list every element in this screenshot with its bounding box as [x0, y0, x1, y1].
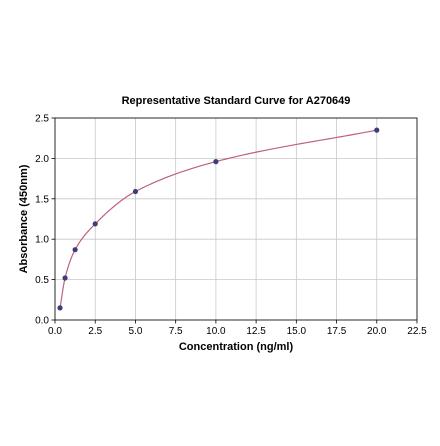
data-point: [132, 188, 139, 195]
data-point: [92, 221, 98, 227]
y-tick-label: 1.5: [35, 194, 49, 205]
x-tick-label: 0.0: [48, 326, 62, 337]
x-tick-label: 22.5: [407, 326, 427, 337]
fit-curve-layer: [59, 129, 377, 308]
y-tick-label: 1.0: [35, 235, 49, 246]
chart-title: Representative Standard Curve for A27064…: [122, 95, 351, 107]
x-tick-label: 20.0: [367, 326, 387, 337]
x-tick-label: 10.0: [206, 326, 226, 337]
fit-curve-line: [59, 129, 377, 308]
data-point: [62, 275, 68, 281]
y-tick-label: 0.5: [35, 275, 49, 286]
x-tick-label: 2.5: [88, 326, 102, 337]
data-point: [374, 127, 380, 133]
grid-lines: [54, 117, 418, 321]
y-axis-title: Absorbance (450nm): [18, 164, 30, 273]
y-tick-label: 0.0: [35, 316, 49, 327]
data-point: [72, 247, 78, 253]
x-axis-ticks: 0.0 2.5 5.0 7.5 10.0 12.5 15.0 17.5 20.0 22.5: [48, 320, 427, 337]
data-point: [57, 305, 63, 311]
x-tick-label: 17.5: [327, 326, 347, 337]
data-point: [213, 159, 219, 165]
x-tick-label: 15.0: [287, 326, 307, 337]
x-tick-label: 7.5: [169, 326, 183, 337]
y-axis-ticks: 0.0 0.5 1.0 1.5 2.0 2.5: [35, 114, 55, 327]
data-points: [57, 127, 380, 311]
y-tick-label: 2.0: [35, 154, 49, 165]
x-axis-title: Concentration (ng/ml): [179, 341, 294, 353]
x-tick-label: 12.5: [246, 326, 266, 337]
plot-frame: [54, 117, 418, 321]
x-tick-label: 5.0: [128, 326, 142, 337]
y-tick-label: 2.5: [35, 114, 49, 125]
